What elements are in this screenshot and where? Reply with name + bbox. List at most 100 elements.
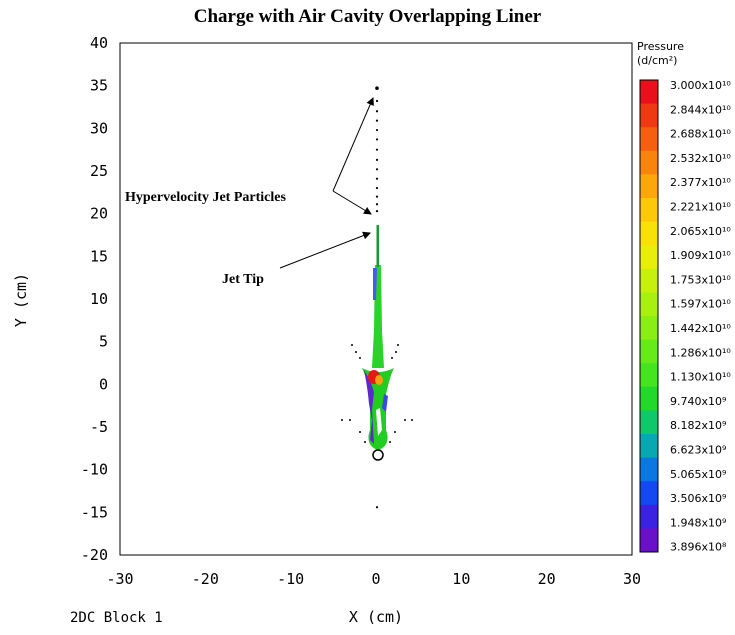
colorbar-swatch (640, 174, 658, 199)
colorbar-swatch (640, 127, 658, 152)
colorbar-swatch (640, 434, 658, 459)
y-tick-label: -10 (81, 461, 108, 479)
colorbar-label: 1.442x10¹⁰ (670, 322, 731, 335)
colorbar-label: 5.065x10⁹ (670, 468, 726, 481)
y-tick-label: -20 (81, 546, 108, 564)
jet-particle (375, 128, 379, 132)
colorbar-swatch (640, 103, 658, 128)
colorbar-swatch (640, 245, 658, 270)
colorbar-units: (d/cm²) (637, 54, 677, 67)
colorbar-label: 1.597x10¹⁰ (670, 298, 731, 311)
jet-particle (375, 99, 379, 103)
x-tick-label: 10 (452, 570, 470, 588)
jet-particle (375, 86, 379, 91)
colorbar-swatch (640, 198, 658, 223)
fragment (349, 419, 351, 421)
colorbar-label: 2.377x10¹⁰ (670, 176, 731, 189)
jet-particle (375, 210, 379, 213)
jet-body (341, 225, 413, 461)
fragment (397, 344, 399, 346)
y-tick-labels: 40 35 30 25 20 15 10 5 0 -5 -10 -15 -20 (81, 34, 108, 564)
x-tick-labels: -30 -20 -10 0 10 20 30 (106, 570, 641, 588)
y-tick-label: -15 (81, 503, 108, 521)
fragment (395, 351, 397, 353)
jet-high-pressure-halo (375, 375, 383, 385)
colorbar-swatch (640, 268, 658, 293)
colorbar-label: 1.909x10¹⁰ (670, 249, 731, 262)
colorbar-label: 2.065x10¹⁰ (670, 225, 731, 238)
colorbar-label: 3.896x10⁸ (670, 541, 727, 554)
fragment (391, 357, 393, 359)
colorbar (639, 79, 659, 553)
y-tick-label: 15 (90, 247, 108, 265)
x-tick-label: 30 (623, 570, 641, 588)
y-tick-label: -5 (90, 418, 108, 436)
colorbar-swatch (640, 410, 658, 435)
colorbar-swatch (640, 221, 658, 246)
jet-low-pressure-patch-right (382, 394, 388, 412)
scatter-fragments (341, 344, 413, 443)
jet-particle (375, 195, 379, 198)
y-tick-label: 20 (90, 205, 108, 223)
colorbar-label: 1.948x10⁹ (670, 516, 726, 529)
jet-particle (375, 138, 379, 141)
fragment (411, 419, 413, 421)
fragment (359, 431, 361, 433)
x-tick-label: -20 (192, 570, 219, 588)
y-tick-label: 5 (99, 333, 108, 351)
fragment (394, 431, 396, 433)
fragment (389, 441, 391, 443)
colorbar-label: 9.740x10⁹ (670, 395, 726, 408)
jet-stem-blue-patch (373, 268, 377, 300)
colorbar-swatch (640, 339, 658, 364)
plot-frame (119, 42, 633, 556)
colorbar-swatch (640, 481, 658, 506)
block-label: 2DC Block 1 (70, 610, 163, 626)
jet-tip-stem (376, 225, 379, 267)
colorbar-label: 3.000x10¹⁰ (670, 79, 731, 92)
chart-title: Charge with Air Cavity Overlapping Liner (193, 6, 542, 27)
colorbar-label: 6.623x10⁹ (670, 444, 726, 457)
colorbar-swatch (640, 386, 658, 411)
y-tick-label: 0 (99, 375, 108, 393)
arrow-hypervelocity-lower (332, 190, 372, 215)
fragment (404, 419, 406, 421)
colorbar-label: 1.753x10¹⁰ (670, 273, 731, 286)
jet-particles (375, 86, 379, 509)
colorbar-swatch (640, 292, 658, 317)
jet-particle (375, 119, 379, 122)
fragment (351, 344, 353, 346)
colorbar-label: 2.844x10¹⁰ (670, 103, 731, 116)
colorbar-label: 1.286x10¹⁰ (670, 346, 731, 359)
jet-particle (375, 168, 379, 171)
jet-base-ring (372, 449, 384, 461)
x-tick-label: 20 (538, 570, 556, 588)
jet-lower-white-void (376, 408, 382, 436)
colorbar-swatch (640, 504, 658, 529)
arrow-hypervelocity-upper (332, 97, 374, 192)
y-tick-label: 40 (90, 34, 108, 52)
colorbar-swatch (640, 150, 658, 175)
colorbar-swatch (640, 80, 658, 105)
colorbar-label: 1.130x10¹⁰ (670, 371, 731, 384)
colorbar-label: 2.532x10¹⁰ (670, 152, 731, 165)
colorbar-swatch (640, 363, 658, 388)
fragment (341, 419, 343, 421)
arrow-jet-tip (279, 231, 371, 269)
colorbar-label: 3.506x10⁹ (670, 492, 726, 505)
colorbar-swatch (640, 457, 658, 482)
jet-particle (375, 506, 379, 509)
x-axis-label: X (cm) (349, 608, 403, 626)
x-tick-label: -10 (277, 570, 304, 588)
y-tick-label: 10 (90, 290, 108, 308)
colorbar-label: 2.688x10¹⁰ (670, 128, 731, 141)
colorbar-swatch (640, 316, 658, 341)
fragment (364, 441, 366, 443)
annotation-jet-tip: Jet Tip (222, 272, 264, 287)
jet-particle (375, 110, 379, 113)
colorbar-label: 2.221x10¹⁰ (670, 201, 731, 214)
colorbar-labels: 3.000x10¹⁰ 2.844x10¹⁰ 2.688x10¹⁰ 2.532x10¹⁰… (670, 79, 731, 554)
jet-low-pressure-patch-left (364, 370, 374, 444)
jet-particle (375, 148, 379, 151)
colorbar-swatch (640, 528, 658, 553)
